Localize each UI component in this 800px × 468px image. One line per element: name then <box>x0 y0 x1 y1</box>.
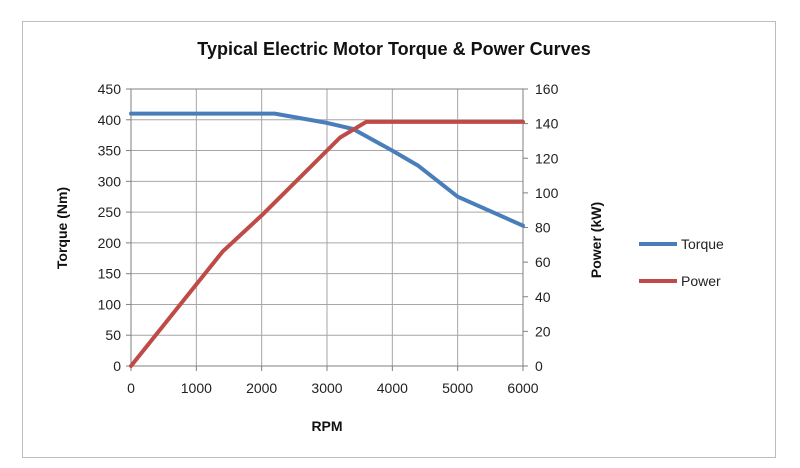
y2-tick-label: 0 <box>535 358 543 374</box>
series-lines <box>129 111 525 368</box>
y-tick-label: 50 <box>105 327 121 343</box>
y2-tick-label: 120 <box>535 150 559 166</box>
x-tick-label: 2000 <box>246 380 277 396</box>
legend-power-label: Power <box>681 273 721 289</box>
y2-tick-label: 100 <box>535 185 559 201</box>
series-line-torque <box>129 111 525 228</box>
legend: Torque Power <box>639 236 724 289</box>
y-tick-label: 350 <box>98 143 122 159</box>
y2-tick-label: 40 <box>535 289 551 305</box>
grid <box>130 88 524 367</box>
x-axis-ticks: 0 1000 2000 3000 4000 5000 6000 <box>127 366 539 396</box>
y-axis-label: Torque (Nm) <box>54 187 70 269</box>
y2-tick-label: 140 <box>535 116 559 132</box>
series-line-power <box>129 119 525 368</box>
chart: Typical Electric Motor Torque & Power Cu… <box>54 39 724 434</box>
y-tick-label: 450 <box>98 81 122 97</box>
x-axis-label: RPM <box>311 418 342 434</box>
x-tick-label: 3000 <box>311 380 342 396</box>
x-tick-label: 0 <box>127 380 135 396</box>
y2-tick-label: 160 <box>535 81 559 97</box>
x-tick-label: 6000 <box>507 380 538 396</box>
y-axis-ticks: 0 50 100 150 200 250 300 350 400 450 <box>98 81 131 374</box>
x-tick-label: 5000 <box>442 380 473 396</box>
x-tick-label: 4000 <box>377 380 408 396</box>
y-tick-label: 300 <box>98 173 122 189</box>
y2-tick-label: 20 <box>535 323 551 339</box>
y-tick-label: 200 <box>98 235 122 251</box>
chart-frame: Typical Electric Motor Torque & Power Cu… <box>22 21 776 458</box>
y2-axis-ticks: 0 20 40 60 80 100 120 140 160 <box>523 81 559 374</box>
chart-title: Typical Electric Motor Torque & Power Cu… <box>197 39 590 59</box>
x-tick-label: 1000 <box>181 380 212 396</box>
y2-tick-label: 60 <box>535 254 551 270</box>
y-tick-label: 150 <box>98 266 122 282</box>
y2-tick-label: 80 <box>535 220 551 236</box>
y-tick-label: 400 <box>98 112 122 128</box>
legend-torque-label: Torque <box>681 236 724 252</box>
y-tick-label: 0 <box>113 358 121 374</box>
y2-axis-label: Power (kW) <box>588 202 604 278</box>
y-tick-label: 100 <box>98 296 122 312</box>
y-tick-label: 250 <box>98 204 122 220</box>
